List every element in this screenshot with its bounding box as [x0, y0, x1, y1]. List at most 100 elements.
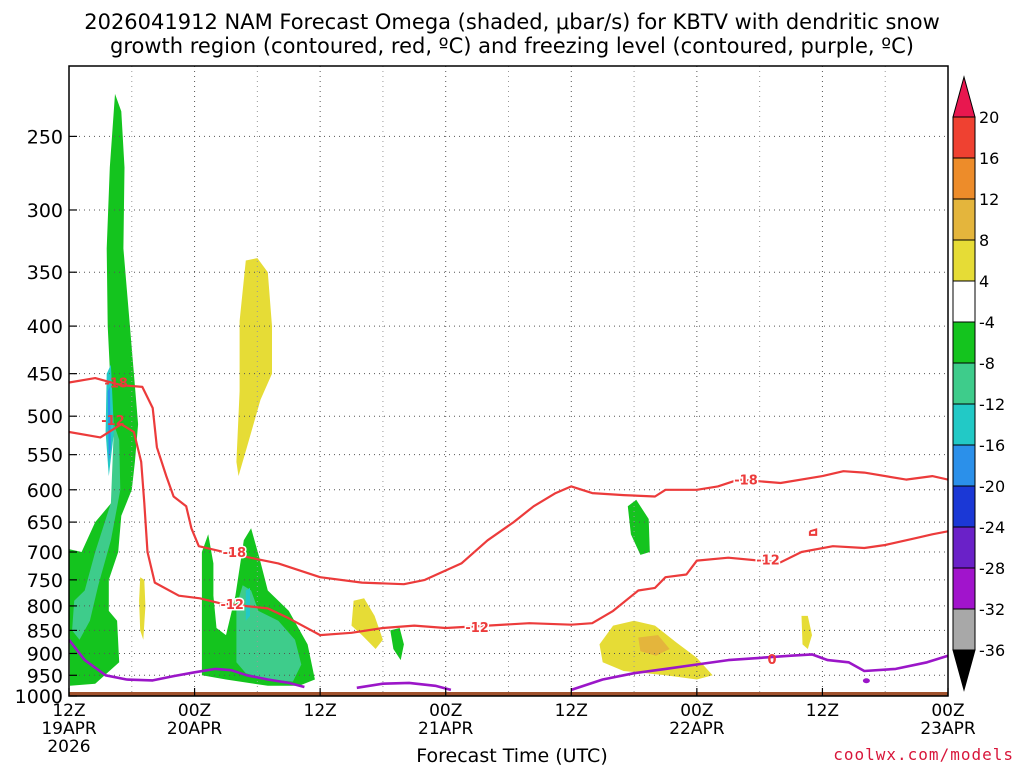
red-contour-1	[69, 423, 948, 637]
omega-region-0	[236, 258, 272, 477]
x-tick-label-48-0: 12Z	[555, 701, 588, 721]
credit-text: coolwx.com/models	[833, 745, 1014, 764]
colorbar-label-1: 16	[979, 149, 999, 168]
colorbar-label-8: -16	[979, 436, 1005, 455]
x-tick-label-60-1: 22APR	[669, 719, 725, 739]
omega-shading	[69, 93, 812, 686]
x-tick-label-60-0: 00Z	[680, 701, 713, 721]
colorbar-box-8	[952, 444, 976, 487]
x-tick-label-72-0: 12Z	[806, 701, 839, 721]
y-tick-label-250: 250	[27, 126, 63, 148]
omega-region-2	[351, 598, 383, 649]
x-tick-label-12-1: 20APR	[167, 719, 223, 739]
omega-region-7	[72, 424, 121, 640]
red-label-0: -18	[223, 546, 247, 561]
y-axis-ticks: 2503003504004505005506006507007508008509…	[15, 126, 77, 708]
red-contour-label-0: -18	[104, 377, 128, 392]
omega-region-9	[107, 386, 111, 462]
colorbar: 20 16 12 8 4 -4 -8 -12 -16 -20 -24 -28 -32 -36	[952, 75, 1005, 692]
y-tick-label-550: 550	[27, 445, 63, 467]
red-label-3: -18	[734, 474, 758, 489]
omega-region-4	[638, 635, 670, 656]
colorbar-box-7	[952, 403, 976, 446]
colorbar-top-arrow	[952, 75, 976, 118]
colorbar-box-0	[952, 116, 976, 159]
omega-region-14	[390, 628, 404, 661]
colorbar-label-13: -36	[979, 641, 1005, 660]
x-tick-label-0-1: 19APR	[41, 719, 97, 739]
omega-region-6	[69, 93, 139, 686]
colorbar-label-5: -4	[979, 313, 995, 332]
x-tick-label-36-1: 21APR	[418, 719, 474, 739]
purple-contour-0	[69, 639, 305, 689]
y-tick-label-400: 400	[27, 316, 63, 338]
colorbar-label-2: 12	[979, 190, 999, 209]
colorbar-bottom-arrow	[952, 649, 976, 692]
colorbar-box-4	[952, 280, 976, 323]
colorbar-box-1	[952, 157, 976, 200]
colorbar-label-12: -32	[979, 600, 1005, 619]
red-contour-small-0	[808, 528, 818, 536]
x-tick-label-36-0: 00Z	[429, 701, 462, 721]
omega-region-5	[801, 615, 812, 649]
y-tick-label-900: 900	[27, 643, 63, 665]
colorbar-label-9: -20	[979, 477, 1005, 496]
y-tick-label-350: 350	[27, 262, 63, 284]
ground-fill	[69, 692, 948, 696]
plot-frame	[68, 65, 949, 697]
chart-title-line2: growth region (contoured, red, ºC) and f…	[110, 34, 914, 58]
x-tick-label-84-0: 00Z	[931, 701, 964, 721]
colorbar-box-6	[952, 362, 976, 405]
y-tick-label-950: 950	[27, 665, 63, 687]
purple-contour-2	[570, 653, 948, 692]
colorbar-label-7: -12	[979, 395, 1005, 414]
y-tick-label-850: 850	[27, 620, 63, 642]
omega-region-13	[627, 499, 650, 555]
y-tick-label-750: 750	[27, 570, 63, 592]
purple-dot	[862, 678, 870, 684]
red-contour-0	[69, 377, 948, 586]
red-label-4: -12	[756, 553, 780, 568]
colorbar-box-12	[952, 608, 976, 651]
chart-title-line1: 2026041912 NAM Forecast Omega (shaded, μ…	[84, 10, 940, 34]
purple-contour-1	[356, 681, 452, 692]
colorbar-label-10: -24	[979, 518, 1005, 537]
red-contour-label-1: -12	[101, 414, 125, 429]
red-label-1: -12	[220, 598, 244, 613]
omega-region-11	[236, 585, 302, 682]
omega-region-1	[139, 577, 146, 640]
y-tick-label-450: 450	[27, 364, 63, 386]
colorbar-label-6: -8	[979, 354, 995, 373]
colorbar-label-11: -28	[979, 559, 1005, 578]
y-tick-label-700: 700	[27, 542, 63, 564]
purple-label-0: 0	[767, 653, 776, 668]
colorbar-label-4: 4	[979, 272, 989, 291]
colorbar-box-3	[952, 239, 976, 282]
colorbar-box-5	[952, 321, 976, 364]
x-tick-label-24-0: 12Z	[304, 701, 337, 721]
colorbar-label-0: 20	[979, 108, 999, 127]
y-tick-label-1000: 1000	[15, 686, 63, 708]
x-tick-label-0-2: 2026	[47, 737, 90, 757]
ground-layer	[69, 692, 948, 696]
colorbar-box-11	[952, 567, 976, 610]
x-axis-title: Forecast Time (UTC)	[416, 745, 608, 767]
y-tick-label-500: 500	[27, 406, 63, 428]
red-label-2: -12	[465, 621, 489, 636]
colorbar-box-2	[952, 198, 976, 241]
colorbar-box-10	[952, 526, 976, 569]
grid-lines	[69, 66, 948, 696]
y-tick-label-300: 300	[27, 200, 63, 222]
plot-border	[68, 65, 949, 697]
colorbar-label-3: 8	[979, 231, 989, 250]
x-tick-label-12-0: 00Z	[178, 701, 211, 721]
x-tick-label-0-0: 12Z	[52, 701, 85, 721]
y-tick-label-600: 600	[27, 480, 63, 502]
y-tick-label-650: 650	[27, 512, 63, 534]
omega-region-12	[245, 587, 250, 621]
contour-labels: -18 -12 -18 -12 -12 -18 -12 0	[101, 377, 781, 668]
x-tick-label-84-1: 23APR	[920, 719, 976, 739]
contour-lines	[69, 377, 948, 692]
